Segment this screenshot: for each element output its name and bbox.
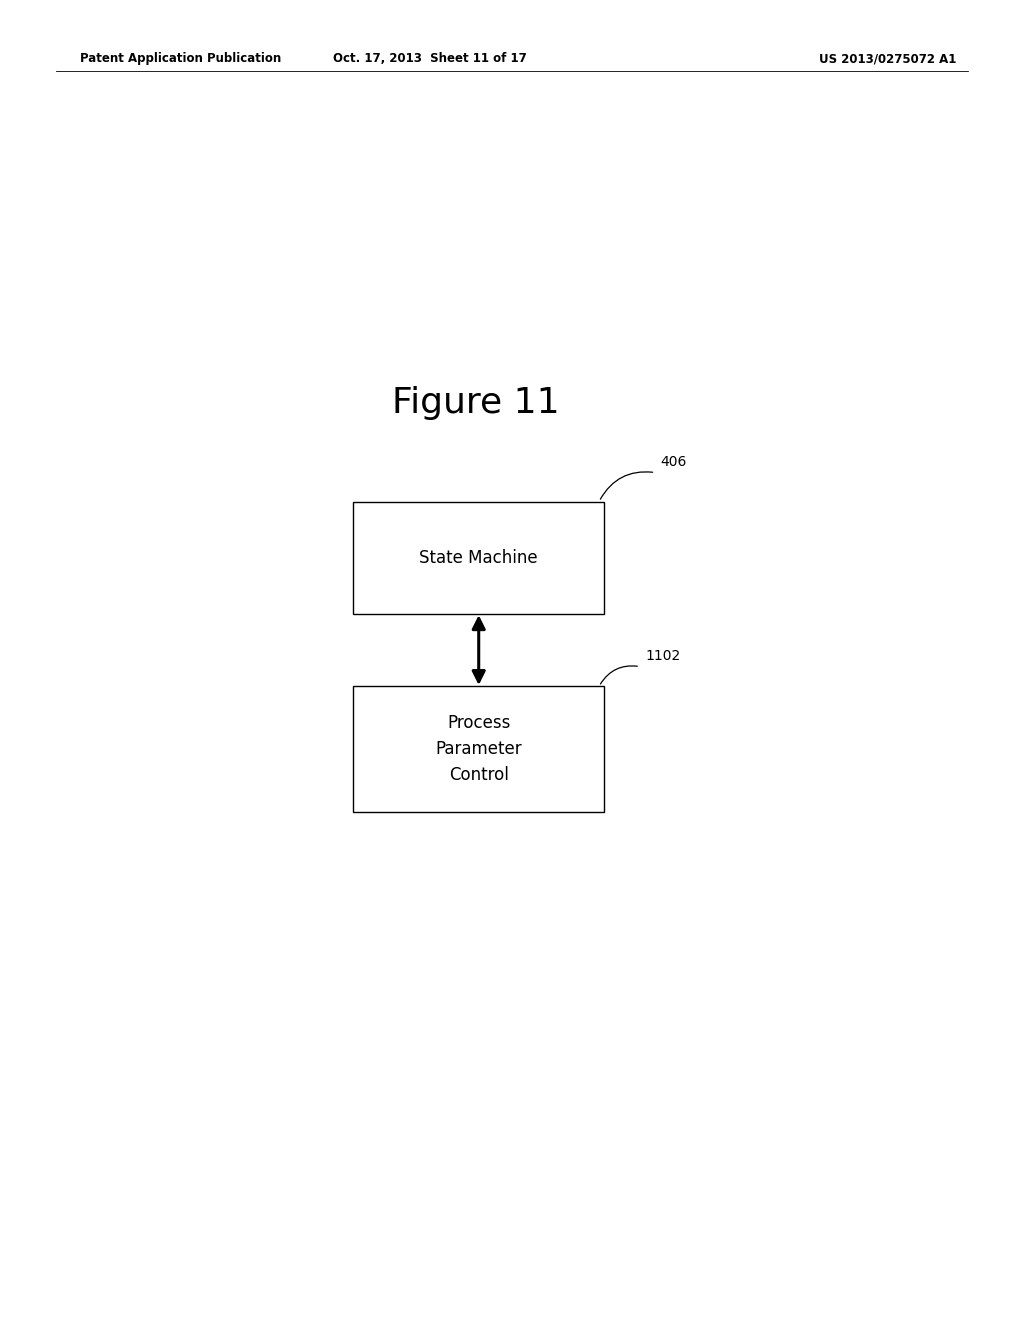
Bar — [353, 686, 604, 812]
Text: Figure 11: Figure 11 — [392, 385, 560, 420]
Text: Process
Parameter
Control: Process Parameter Control — [435, 714, 522, 784]
Bar — [353, 502, 604, 614]
Text: 1102: 1102 — [645, 648, 680, 663]
Text: US 2013/0275072 A1: US 2013/0275072 A1 — [819, 53, 956, 65]
Text: Oct. 17, 2013  Sheet 11 of 17: Oct. 17, 2013 Sheet 11 of 17 — [333, 53, 527, 65]
Text: State Machine: State Machine — [420, 549, 538, 566]
Text: Patent Application Publication: Patent Application Publication — [80, 53, 282, 65]
Text: 406: 406 — [660, 454, 687, 469]
